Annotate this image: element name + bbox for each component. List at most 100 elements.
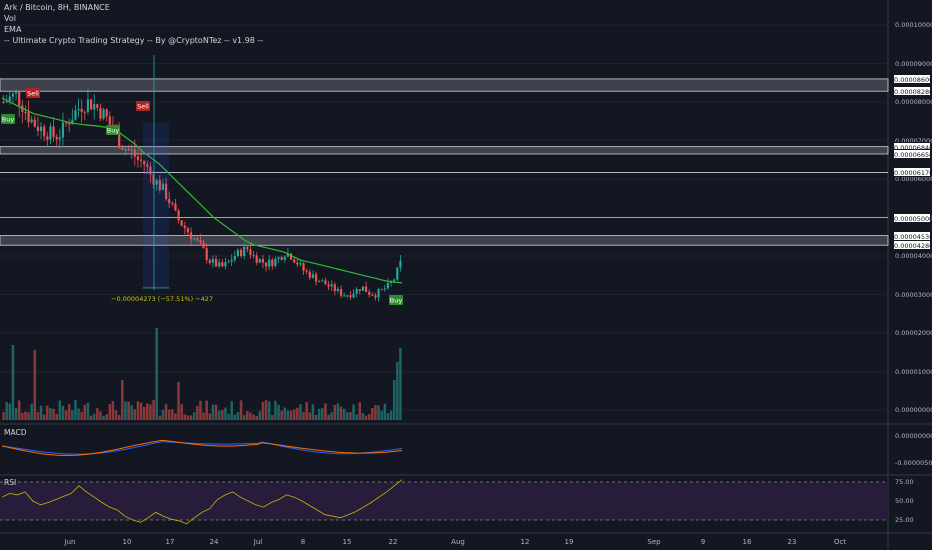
candle-body bbox=[74, 110, 77, 120]
candle-body bbox=[71, 119, 74, 125]
signal-badge bbox=[136, 101, 150, 111]
ema-indicator-label[interactable]: EMA bbox=[4, 25, 22, 34]
candle-body bbox=[46, 136, 49, 140]
symbol-title[interactable]: Ark / Bitcoin, 8H, BINANCE bbox=[4, 3, 110, 12]
measure-label: −0.00004273 (−57.51%) −427 bbox=[111, 295, 214, 303]
candle-body bbox=[80, 108, 83, 112]
candle-body bbox=[52, 126, 55, 137]
volume-bar bbox=[311, 404, 315, 420]
volume-bar bbox=[202, 412, 205, 420]
strategy-indicator-label[interactable]: -- Ultimate Crypto Trading Strategy -- B… bbox=[4, 36, 264, 45]
price-level-tag: 0.00008600 bbox=[893, 73, 932, 84]
price-axis-label: 0.00000000 bbox=[895, 406, 932, 414]
candle-body bbox=[243, 246, 246, 257]
price-level-tag: 0.00006170 bbox=[893, 167, 932, 178]
candle-body bbox=[293, 259, 296, 263]
volume-bar bbox=[239, 400, 243, 420]
candle-body bbox=[33, 119, 36, 127]
candle-body bbox=[158, 180, 161, 191]
candle-body bbox=[199, 240, 202, 243]
macd-label[interactable]: MACD bbox=[4, 428, 27, 437]
candle-body bbox=[177, 210, 180, 221]
rsi-label[interactable]: RSI bbox=[4, 478, 17, 487]
candle-body bbox=[124, 149, 127, 151]
candle-body bbox=[349, 295, 352, 298]
macd-pane bbox=[1, 439, 403, 456]
candle-body bbox=[339, 288, 343, 296]
candle-body bbox=[352, 293, 355, 298]
candle-body bbox=[211, 258, 215, 263]
candle-body bbox=[333, 284, 336, 292]
volume-bar bbox=[139, 402, 143, 420]
candle-body bbox=[161, 183, 165, 191]
candle-body bbox=[143, 160, 146, 165]
volume-bar bbox=[117, 414, 121, 420]
volume-bar bbox=[55, 413, 58, 420]
candle-body bbox=[346, 295, 349, 297]
chart-legend: Ark / Bitcoin, 8H, BINANCE Vol EMA -- Ul… bbox=[4, 2, 263, 46]
volume-bar bbox=[33, 350, 37, 420]
volume-bar bbox=[224, 407, 227, 420]
candle-body bbox=[43, 126, 46, 137]
price-level-zone bbox=[0, 235, 889, 246]
date-axis-label: 23 bbox=[787, 538, 797, 546]
volume-bar bbox=[146, 403, 149, 420]
volume-indicator-label[interactable]: Vol bbox=[4, 14, 16, 23]
date-axis-label: 16 bbox=[742, 538, 752, 546]
price-axis-label: 0.00001000 bbox=[895, 367, 932, 376]
volume-bars bbox=[2, 328, 402, 420]
candle-body bbox=[374, 295, 377, 298]
candle-body bbox=[214, 258, 218, 267]
candle-body bbox=[355, 289, 358, 294]
candle-body bbox=[330, 284, 333, 287]
volume-bar bbox=[64, 410, 68, 420]
volume-bar bbox=[364, 415, 368, 420]
price-level-zone bbox=[0, 78, 889, 92]
candle-body bbox=[205, 248, 208, 261]
candle-body bbox=[127, 149, 130, 151]
signal-badge bbox=[1, 114, 15, 124]
volume-bar bbox=[305, 402, 308, 420]
volume-bar bbox=[189, 415, 193, 420]
trade-signals: Buy Sell Buy Sell Buy bbox=[1, 88, 403, 305]
measure-range bbox=[143, 123, 169, 288]
volume-bar bbox=[286, 410, 290, 420]
candle-body bbox=[2, 102, 5, 103]
ema-series bbox=[1, 97, 403, 284]
signal-label: Buy bbox=[2, 116, 15, 124]
candle-body bbox=[324, 280, 327, 285]
volume-bar bbox=[180, 404, 183, 420]
candle-body bbox=[261, 258, 265, 263]
volume-bar bbox=[258, 411, 262, 420]
date-axis-label: 19 bbox=[564, 538, 574, 546]
price-level-zones bbox=[0, 78, 889, 246]
candle-body bbox=[239, 249, 243, 257]
volume-bar bbox=[264, 400, 268, 420]
volume-bar bbox=[174, 413, 177, 420]
volume-bar bbox=[221, 409, 224, 420]
volume-bar bbox=[161, 409, 165, 420]
volume-bar bbox=[8, 403, 12, 420]
date-axis-label: 22 bbox=[388, 538, 398, 546]
rsi-axis-label: 25.00 bbox=[895, 516, 914, 524]
volume-bar bbox=[130, 405, 133, 420]
volume-bar bbox=[42, 414, 46, 420]
candle-body bbox=[121, 147, 124, 150]
candle-body bbox=[380, 288, 383, 290]
candle-body bbox=[89, 99, 93, 110]
price-axis-label: 0.00008000 bbox=[895, 98, 932, 106]
volume-bar bbox=[349, 412, 352, 420]
volume-bar bbox=[255, 415, 258, 420]
candle-body bbox=[30, 119, 33, 123]
measure-tool bbox=[143, 55, 169, 290]
volume-bar bbox=[242, 415, 246, 420]
volume-bar bbox=[214, 404, 218, 420]
candle-body bbox=[258, 258, 261, 263]
volume-bar bbox=[321, 408, 324, 420]
volume-bar bbox=[374, 404, 377, 420]
volume-bar bbox=[89, 415, 93, 420]
volume-bar bbox=[249, 412, 252, 420]
candle-body bbox=[36, 126, 40, 131]
volume-bar bbox=[127, 401, 130, 420]
